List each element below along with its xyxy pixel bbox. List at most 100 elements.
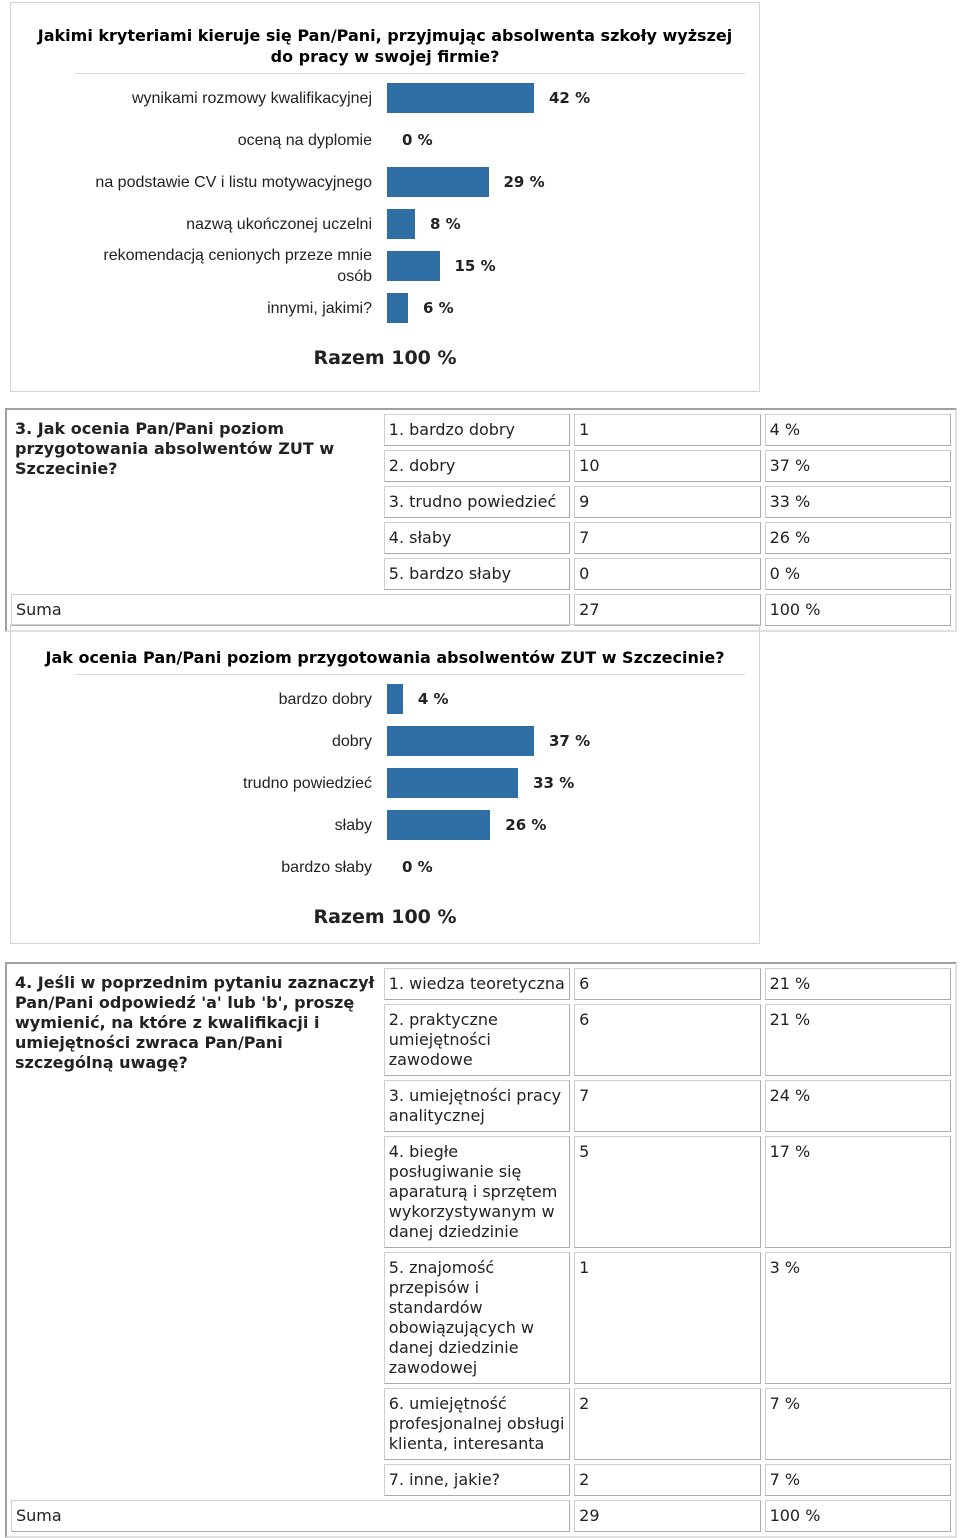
sum-row: Suma 27 100 %	[11, 594, 951, 626]
value-label: 0 %	[402, 131, 433, 149]
value-label: 29 %	[503, 173, 545, 191]
category-label: nazwą ukończonej uczelni	[186, 215, 372, 233]
bar-row: słaby 26 %	[11, 804, 759, 846]
table-cell: 7	[574, 1080, 761, 1132]
sum-row: Suma 29 100 %	[11, 1500, 951, 1532]
category-label: dobry	[331, 732, 372, 750]
table-cell: 2	[574, 1464, 761, 1496]
category-label: słaby	[334, 816, 372, 834]
value-label: 0 %	[402, 858, 433, 876]
table-cell: 2	[574, 1388, 761, 1460]
bar	[387, 167, 489, 197]
sum-label: Suma	[11, 594, 571, 626]
separator	[75, 73, 745, 74]
table-cell: 7 %	[764, 1464, 951, 1496]
table-row: 4. słaby 7 26 %	[11, 522, 951, 554]
value-label: 6 %	[423, 299, 454, 317]
value-label: 37 %	[549, 732, 591, 750]
table-cell: 9	[574, 486, 761, 518]
chart-title: Jak ocenia Pan/Pani poziom przygotowania…	[45, 648, 725, 667]
table-row: 5. znajomość przepisów i standardów obow…	[11, 1252, 951, 1384]
table-cell: 5	[574, 1136, 761, 1248]
sum-count: 27	[574, 594, 761, 626]
table-cell: 1	[574, 1252, 761, 1384]
table-cell: 0	[574, 558, 761, 590]
table-cell: 6	[574, 1004, 761, 1076]
separator	[75, 674, 745, 675]
table-cell: 3. trudno powiedzieć	[383, 486, 571, 518]
bar-row: innymi, jakimi? 6 %	[11, 287, 759, 329]
chart-title: Jakimi kryteriami kieruje się Pan/Pani, …	[37, 26, 733, 66]
category-label: wynikami rozmowy kwalifikacyjnej	[131, 89, 372, 107]
table-cell: 3. umiejętności pracy analitycznej	[383, 1080, 571, 1132]
value-label: 33 %	[533, 774, 575, 792]
category-label: trudno powiedzieć	[243, 774, 372, 792]
table-cell: 10	[574, 450, 761, 482]
bar	[387, 684, 403, 714]
table-cell: 21 %	[764, 968, 951, 1000]
question: 3. Jak ocenia Pan/Pani poziom przygotowa…	[15, 419, 335, 478]
table-cell: 1. wiedza teoretyczna	[383, 968, 571, 1000]
table-row: 3. trudno powiedzieć 9 33 %	[11, 486, 951, 518]
table-cell: 2. praktyczne umiejętności zawodowe	[383, 1004, 571, 1076]
table-cell: 5. bardzo słaby	[383, 558, 571, 590]
table-body: 3. Jak ocenia Pan/Pani poziom przygotowa…	[11, 414, 951, 626]
table-body: 4. Jeśli w poprzednim pytaniu zaznaczył …	[11, 968, 951, 1532]
table-cell: 17 %	[764, 1136, 951, 1248]
sum-percent: 100 %	[764, 1500, 951, 1532]
value-label: 8 %	[430, 215, 461, 233]
page: {"chart_data": [ {"type": "bar", "title"…	[5, 2, 957, 1538]
bar-row: nazwą ukończonej uczelni 8 %	[11, 203, 759, 245]
bar	[387, 726, 534, 756]
table-cell: 5. znajomość przepisów i standardów obow…	[383, 1252, 571, 1384]
table-cell: 0 %	[764, 558, 951, 590]
category-label: oceną na dyplomie	[237, 131, 372, 149]
bar-row: bardzo słaby 0 %	[11, 846, 759, 888]
table-cell: 7. inne, jakie?	[383, 1464, 571, 1496]
bar-row: oceną na dyplomie 0 %	[11, 119, 759, 161]
table-row: 4. biegłe posługiwanie się aparaturą i s…	[11, 1136, 951, 1248]
bar	[387, 209, 415, 239]
table-cell: 26 %	[764, 522, 951, 554]
table-cell: 3 %	[764, 1252, 951, 1384]
value-label: 15 %	[454, 257, 496, 275]
table-cell: 2. dobry	[383, 450, 571, 482]
answer-table: 4. Jeśli w poprzednim pytaniu zaznaczył …	[5, 962, 957, 1538]
table-cell: 33 %	[764, 486, 951, 518]
table-cell: 7 %	[764, 1388, 951, 1460]
category-label: bardzo dobry	[278, 690, 372, 708]
table-cell: 24 %	[764, 1080, 951, 1132]
table-cell: 6	[574, 968, 761, 1000]
total-label: Razem 100 %	[313, 906, 457, 928]
table-cell: 4. słaby	[383, 522, 571, 554]
bar	[387, 251, 440, 281]
table-cell: 37 %	[764, 450, 951, 482]
value-label: 4 %	[417, 690, 449, 708]
table-cell: 1. bardzo dobry	[383, 414, 571, 446]
bar	[387, 768, 519, 798]
table-cell: 7	[574, 522, 761, 554]
bar-row: dobry 37 %	[11, 720, 759, 762]
table-row: 2. praktyczne umiejętności zawodowe 6 21 %	[11, 1004, 951, 1076]
bar-row: rekomendacją cenionych przeze mnie osób 1…	[11, 245, 759, 287]
total-label: Razem 100 %	[313, 347, 457, 369]
bar	[387, 293, 408, 323]
sum-label: Suma	[11, 1500, 571, 1532]
sum-count: 29	[574, 1500, 761, 1532]
table-row: 4. Jeśli w poprzednim pytaniu zaznaczył …	[11, 968, 951, 1072]
bar-row: wynikami rozmowy kwalifikacyjnej 42 %	[11, 77, 759, 119]
table-row: 5. bardzo słaby 0 0 %	[11, 558, 951, 590]
bar-row: bardzo dobry 4 %	[11, 678, 759, 720]
category-label: na podstawie CV i listu motywacyjnego	[95, 173, 372, 191]
bar	[387, 810, 491, 840]
question: 4. Jeśli w poprzednim pytaniu zaznaczył …	[15, 973, 375, 1072]
table-cell: 6. umiejętność profesjonalnej obsługi kl…	[383, 1388, 571, 1460]
chart-panel: Jak ocenia Pan/Pani poziom przygotowania…	[10, 624, 760, 944]
bar	[387, 83, 534, 113]
category-label: rekomendacją cenionych przeze mnie osób	[103, 247, 372, 285]
value-label: 42 %	[549, 89, 591, 107]
category-label: innymi, jakimi?	[267, 299, 372, 317]
table-row: 2. dobry 10 37 %	[11, 450, 951, 482]
value-label: 26 %	[505, 816, 547, 834]
chart-panel: Jakimi kryteriami kieruje się Pan/Pani, …	[10, 2, 760, 392]
